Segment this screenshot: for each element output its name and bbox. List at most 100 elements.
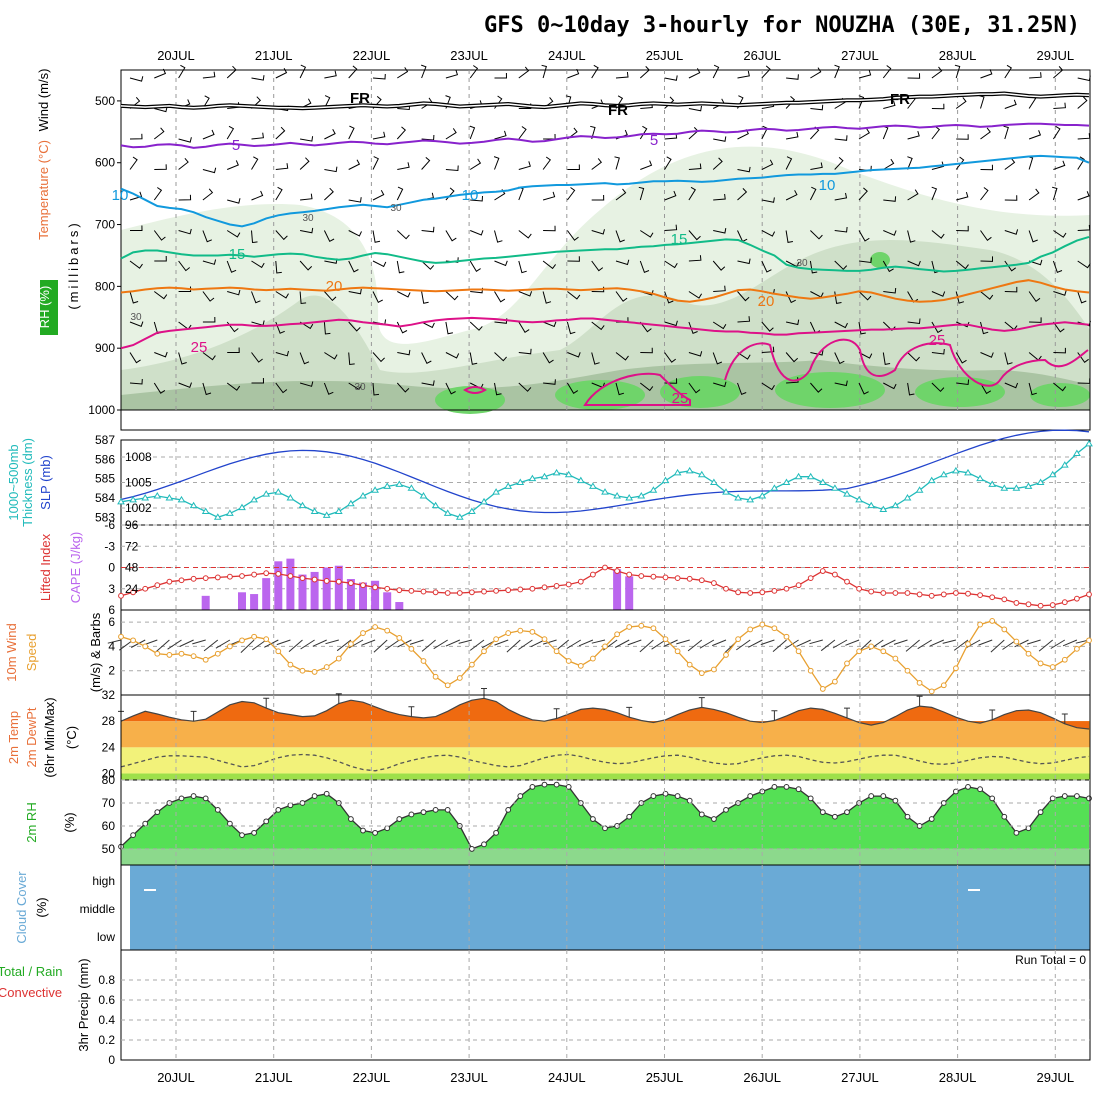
thickness-point bbox=[371, 486, 379, 493]
thickness-point bbox=[637, 492, 646, 499]
wind-barb bbox=[931, 348, 945, 355]
wind-barb bbox=[421, 157, 431, 170]
wind-barb bbox=[761, 382, 775, 391]
thickness-point bbox=[964, 468, 972, 476]
wind-barb bbox=[300, 136, 314, 142]
wind-barb bbox=[494, 260, 508, 267]
wind-barb bbox=[154, 255, 167, 262]
isotherm-25 bbox=[120, 316, 1090, 350]
wind-barb bbox=[372, 382, 380, 396]
wind-barb bbox=[907, 352, 920, 362]
wind-speed-point bbox=[807, 667, 814, 674]
wind-barb bbox=[931, 291, 946, 297]
lifted-index-point bbox=[989, 594, 996, 601]
rh-point bbox=[444, 806, 451, 813]
wind-barb bbox=[129, 76, 144, 82]
contour-label: 30 bbox=[796, 258, 808, 269]
wind-barb bbox=[834, 260, 848, 271]
wind-barb bbox=[421, 352, 432, 364]
wind-barb bbox=[664, 190, 677, 201]
wind-barb bbox=[129, 352, 141, 364]
contour-label: 30 bbox=[354, 382, 366, 393]
wind-barb bbox=[907, 189, 919, 201]
wind-barb bbox=[980, 127, 991, 140]
wind-barb bbox=[772, 639, 787, 652]
wind-barb bbox=[882, 65, 892, 79]
wind-barb bbox=[591, 194, 605, 201]
axis-label: 10m Wind bbox=[4, 623, 19, 682]
wind-barb bbox=[409, 639, 424, 645]
wind-barb bbox=[300, 227, 314, 234]
wind-barb bbox=[664, 320, 678, 327]
wind-speed-point bbox=[590, 655, 596, 662]
lifted-index-point bbox=[892, 590, 899, 596]
wind-barb bbox=[796, 639, 811, 647]
wind-speed-point bbox=[166, 652, 173, 658]
thickness-point bbox=[976, 474, 984, 482]
wind-barb bbox=[676, 639, 690, 645]
wind-barb bbox=[980, 69, 993, 79]
wind-barb bbox=[786, 131, 799, 140]
wind-barb bbox=[640, 230, 654, 238]
wind-barb bbox=[445, 352, 460, 359]
wind-barb bbox=[227, 289, 241, 296]
wind-barb bbox=[153, 382, 166, 394]
rh-point bbox=[287, 802, 294, 809]
wind-barb bbox=[713, 285, 726, 292]
wind-barb bbox=[542, 260, 556, 270]
wind-barb bbox=[858, 291, 872, 301]
wind-barb bbox=[881, 639, 896, 648]
wind-barb bbox=[153, 127, 165, 140]
thickness-point bbox=[1000, 484, 1009, 491]
date-label-top: 28JUL bbox=[939, 48, 977, 63]
thickness-point bbox=[1060, 461, 1069, 468]
thickness-point bbox=[1073, 449, 1081, 457]
wind-barb bbox=[931, 230, 945, 239]
wind-barb bbox=[445, 291, 459, 301]
wind-barb bbox=[591, 64, 599, 79]
thickness-point bbox=[298, 501, 307, 509]
wind-barb bbox=[518, 291, 533, 297]
axis-label: Thickness (dm) bbox=[20, 438, 35, 527]
wind-barb bbox=[445, 321, 453, 335]
wind-barb bbox=[905, 639, 920, 652]
thickness-tick-label: 584 bbox=[95, 491, 115, 505]
rh-point bbox=[130, 832, 137, 839]
wind-barb bbox=[397, 67, 409, 79]
rh-point bbox=[1025, 825, 1032, 832]
wind-barb bbox=[178, 228, 192, 235]
wind-barb bbox=[834, 64, 840, 79]
wind-speed-point bbox=[674, 648, 681, 655]
cape-tick-label: 24 bbox=[125, 582, 139, 596]
cape-bar bbox=[262, 578, 271, 610]
wind-barb bbox=[227, 347, 240, 353]
wind-barb bbox=[130, 225, 143, 231]
wind-barb bbox=[226, 65, 237, 79]
wind-barb bbox=[978, 639, 993, 646]
wind-barb bbox=[421, 380, 435, 386]
wind-barb bbox=[566, 230, 579, 241]
lifted-tick-label: 3 bbox=[108, 582, 115, 596]
wind-speed-point bbox=[481, 648, 487, 655]
rh-point bbox=[686, 797, 693, 804]
wind-speed-point bbox=[723, 652, 729, 658]
wind-barb bbox=[275, 186, 283, 201]
wind-barb bbox=[469, 260, 481, 272]
wind-barb bbox=[518, 126, 527, 140]
wind-speed-point bbox=[1074, 645, 1080, 652]
wind-barb bbox=[251, 260, 265, 269]
lifted-index-point bbox=[723, 585, 729, 592]
wind-barb bbox=[154, 291, 168, 300]
wind-barb bbox=[858, 230, 870, 242]
wind-speed-point bbox=[311, 669, 318, 675]
wind-barb bbox=[1028, 382, 1037, 396]
lifted-index-point bbox=[130, 589, 137, 596]
wind-barb bbox=[639, 382, 654, 392]
thickness-point bbox=[697, 470, 706, 478]
rh-point bbox=[1013, 829, 1020, 836]
cape-bar bbox=[298, 574, 307, 610]
wind-barb bbox=[324, 70, 337, 79]
wind-speed-point bbox=[698, 670, 705, 677]
wind-barb bbox=[882, 321, 896, 332]
axis-label: 2m RH bbox=[24, 802, 39, 842]
